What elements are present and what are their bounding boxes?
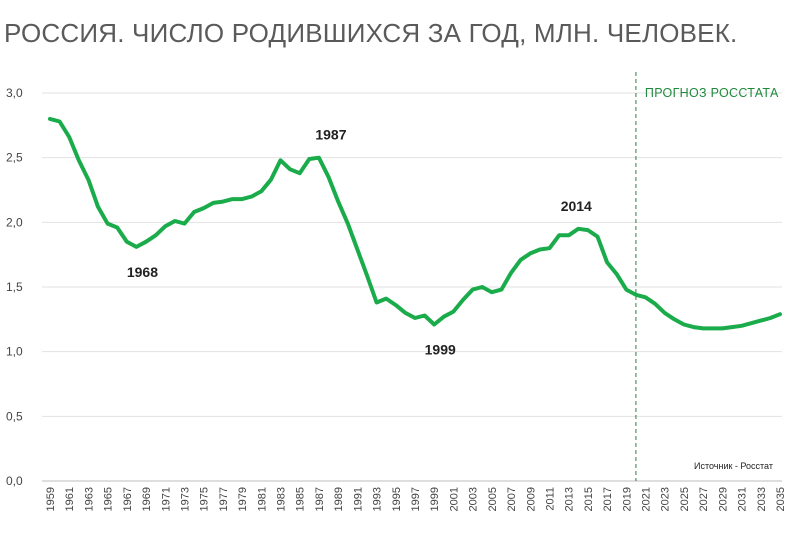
annotation-label: 2014 (561, 198, 592, 214)
x-tick-label: 2013 (564, 487, 576, 511)
x-tick-label: 1979 (237, 487, 249, 511)
x-tick-label: 2001 (448, 487, 460, 511)
x-tick-label: 2011 (544, 487, 556, 511)
x-tick-label: 2021 (641, 487, 653, 511)
x-axis-ticks: 1959 1961 1963 1965 1967 1969 1971 1973 1975 1977… (45, 487, 787, 511)
x-tick-label: 2023 (660, 487, 672, 511)
x-tick-label: 1987 (314, 487, 326, 511)
x-tick-label: 1973 (179, 487, 191, 511)
x-tick-label: 1989 (333, 487, 345, 511)
x-tick-label: 1965 (103, 487, 115, 511)
x-tick-label: 2005 (487, 487, 499, 511)
x-tick-label: 1999 (429, 487, 441, 511)
y-tick-label: 2,0 (6, 215, 23, 229)
x-tick-label: 2035 (775, 487, 787, 511)
x-tick-label: 2033 (756, 487, 768, 511)
x-tick-label: 1961 (64, 487, 76, 511)
y-tick-label: 1,5 (6, 280, 23, 294)
y-tick-label: 0,0 (6, 474, 23, 488)
x-tick-label: 1995 (391, 487, 403, 511)
x-tick-label: 2031 (737, 487, 749, 511)
y-tick-label: 0,5 (6, 409, 23, 423)
annotation-label: 1968 (127, 264, 158, 280)
x-tick-label: 1997 (410, 487, 422, 511)
x-tick-label: 1963 (83, 487, 95, 511)
grid-lines (42, 92, 782, 482)
x-tick-label: 2029 (717, 487, 729, 511)
y-axis-ticks: 0,0 0,5 1,0 1,5 2,0 2,5 3,0 (6, 86, 23, 488)
x-tick-label: 1985 (295, 487, 307, 511)
y-tick-label: 3,0 (6, 86, 23, 100)
source-note: Источник - Росстат (694, 461, 773, 471)
x-tick-label: 1969 (141, 487, 153, 511)
x-tick-label: 2017 (602, 487, 614, 511)
x-tick-label: 2015 (583, 487, 595, 511)
forecast-label: ПРОГНОЗ РОССТАТА (645, 86, 779, 100)
x-tick-label: 2009 (525, 487, 537, 511)
x-tick-label: 1983 (276, 487, 288, 511)
x-tick-label: 1959 (45, 487, 57, 511)
x-tick-label: 1971 (160, 487, 172, 511)
chart-title: РОССИЯ. ЧИСЛО РОДИВШИХСЯ ЗА ГОД, МЛН. ЧЕ… (4, 18, 738, 48)
y-tick-label: 1,0 (6, 345, 23, 359)
annotation-label: 1987 (315, 127, 346, 143)
x-tick-label: 2007 (506, 487, 518, 511)
y-tick-label: 2,5 (6, 151, 23, 165)
x-tick-label: 2027 (698, 487, 710, 511)
x-tick-label: 1981 (256, 487, 268, 511)
x-tick-label: 1977 (218, 487, 230, 511)
x-tick-label: 1991 (352, 487, 364, 511)
annotation-label: 1999 (425, 342, 456, 358)
x-tick-label: 2019 (621, 487, 633, 511)
x-tick-label: 1975 (199, 487, 211, 511)
x-tick-label: 1993 (372, 487, 384, 511)
x-tick-label: 2003 (468, 487, 480, 511)
annotations: 1968 1987 1999 2014 (127, 127, 592, 358)
x-tick-label: 2025 (679, 487, 691, 511)
x-tick-label: 1967 (122, 487, 134, 511)
birth-series-line (48, 116, 782, 331)
